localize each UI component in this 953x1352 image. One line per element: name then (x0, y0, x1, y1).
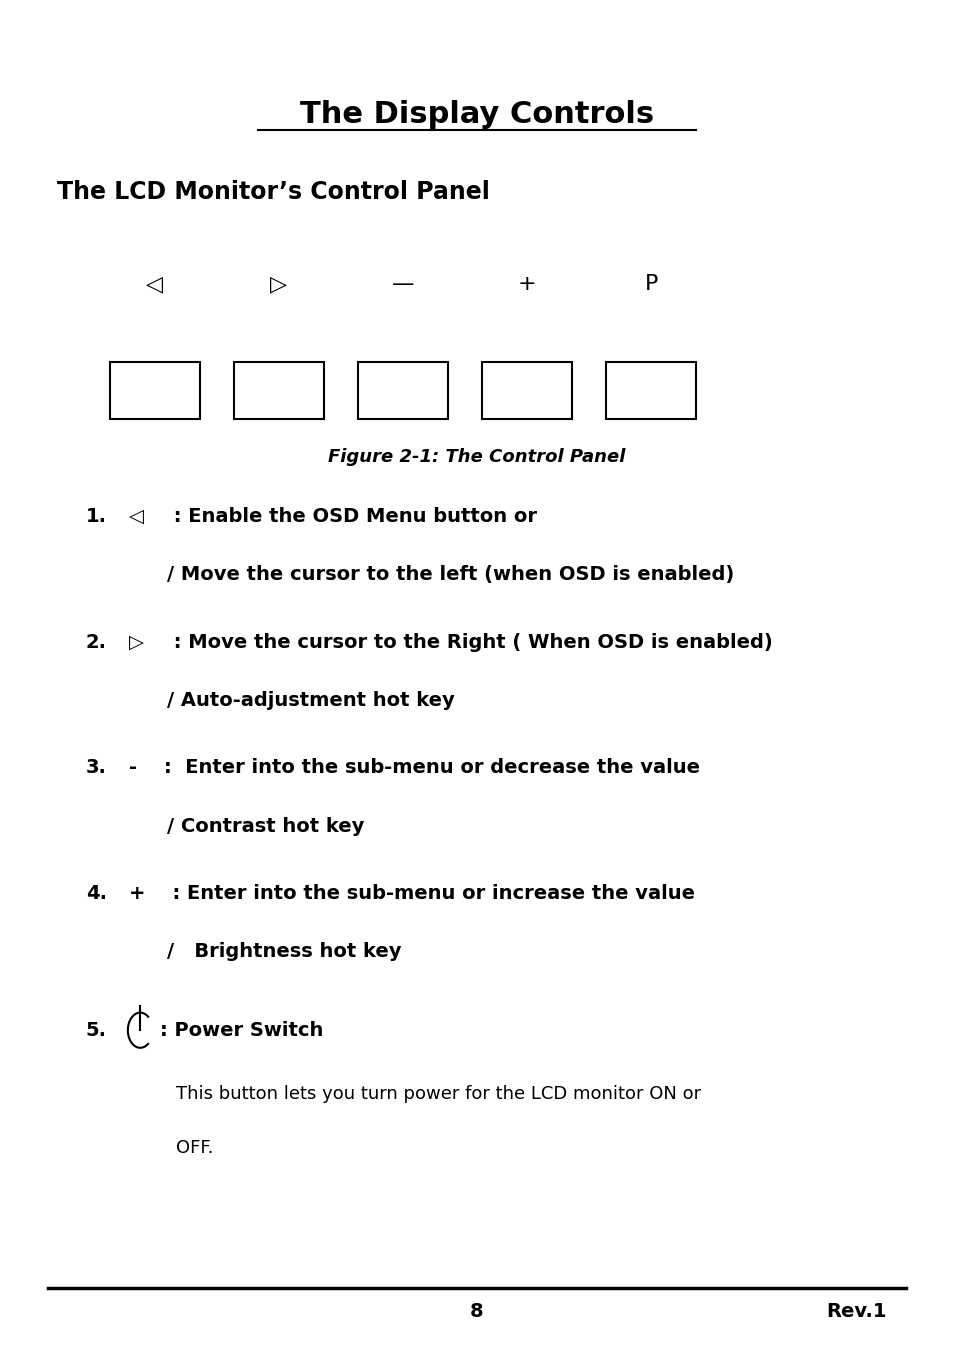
Text: ◁: ◁ (129, 507, 144, 526)
Text: 1.: 1. (86, 507, 107, 526)
Text: : Power Switch: : Power Switch (160, 1021, 323, 1040)
Bar (481, 362, 572, 419)
Text: ◁: ◁ (147, 274, 163, 293)
Text: / Move the cursor to the left (when OSD is enabled): / Move the cursor to the left (when OSD … (167, 565, 734, 584)
Text: 3.: 3. (86, 758, 107, 777)
Text: ▷: ▷ (271, 274, 287, 293)
Text: -    :  Enter into the sub-menu or decrease the value: - : Enter into the sub-menu or decrease … (129, 758, 700, 777)
Text: 5.: 5. (86, 1021, 107, 1040)
Text: : Move the cursor to the Right ( When OSD is enabled): : Move the cursor to the Right ( When OS… (167, 633, 772, 652)
Text: +: + (517, 274, 536, 293)
Text: This button lets you turn power for the LCD monitor ON or: This button lets you turn power for the … (176, 1084, 700, 1103)
Text: ▷: ▷ (129, 633, 144, 652)
Text: : Enable the OSD Menu button or: : Enable the OSD Menu button or (167, 507, 537, 526)
Text: —: — (392, 274, 414, 293)
Text: P: P (643, 274, 658, 293)
Text: Rev.1: Rev.1 (826, 1302, 886, 1321)
Text: / Contrast hot key: / Contrast hot key (167, 817, 364, 836)
Bar (233, 362, 324, 419)
Text: The LCD Monitor’s Control Panel: The LCD Monitor’s Control Panel (57, 180, 490, 204)
Bar (605, 362, 696, 419)
Text: +    : Enter into the sub-menu or increase the value: + : Enter into the sub-menu or increase … (129, 884, 694, 903)
Text: Figure 2-1: The Control Panel: Figure 2-1: The Control Panel (328, 448, 625, 466)
Text: 4.: 4. (86, 884, 107, 903)
Bar (110, 362, 200, 419)
Bar (357, 362, 448, 419)
Text: 2.: 2. (86, 633, 107, 652)
Text: / Auto-adjustment hot key: / Auto-adjustment hot key (167, 691, 455, 710)
Text: /   Brightness hot key: / Brightness hot key (167, 942, 401, 961)
Text: The Display Controls: The Display Controls (299, 100, 654, 130)
Text: 8: 8 (470, 1302, 483, 1321)
Text: OFF.: OFF. (176, 1138, 213, 1157)
